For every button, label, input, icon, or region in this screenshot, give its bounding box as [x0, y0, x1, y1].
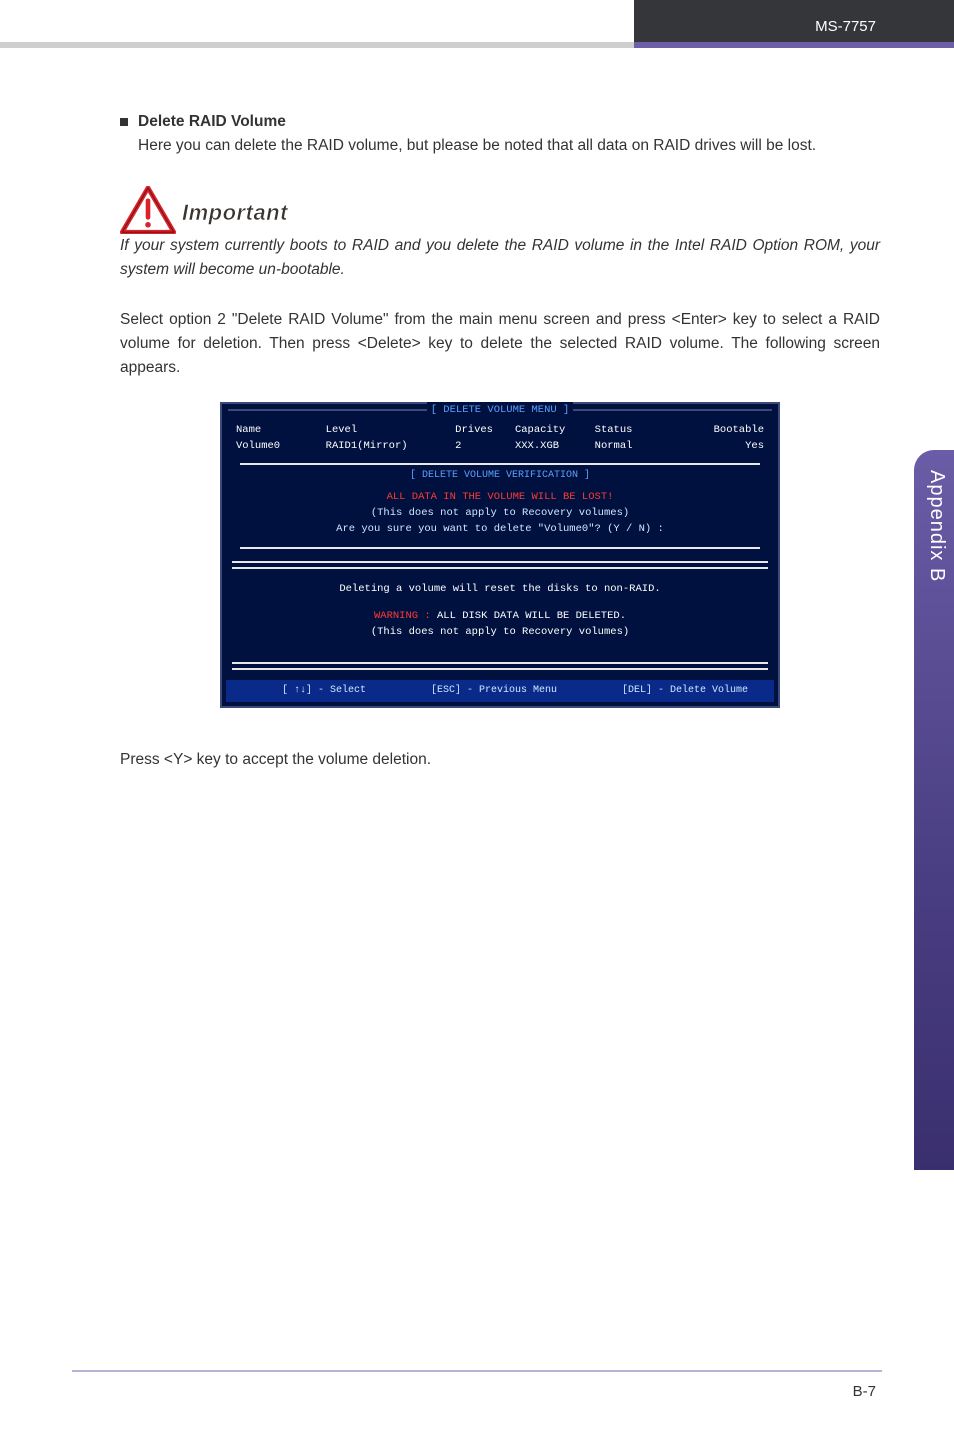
bios-verify-line3: Are you sure you want to delete "Volume0… [240, 521, 760, 537]
bios-col-value: Normal [595, 438, 695, 454]
page-footer-number: B-7 [853, 1383, 876, 1400]
bios-col-value: Volume0 [236, 438, 326, 454]
bios-footer-left: [ ↑↓] - Select [282, 683, 366, 699]
bios-col-value: RAID1(Mirror) [326, 438, 456, 454]
bios-verify-title: [ DELETE VOLUME VERIFICATION ] [406, 468, 594, 484]
important-text: If your system currently boots to RAID a… [120, 234, 880, 282]
warning-triangle-icon [120, 186, 176, 234]
bios-col-header: Name [236, 422, 326, 438]
bios-col-value: XXX.XGB [515, 438, 595, 454]
bios-table: Name Volume0 Level RAID1(Mirror) Drives … [222, 418, 778, 461]
section-title: Delete RAID Volume [138, 110, 816, 134]
bios-verify-red: ALL DATA IN THE VOLUME WILL BE LOST! [240, 489, 760, 505]
bios-footer-mid: [ESC] - Previous Menu [431, 683, 557, 699]
bios-menu-title: [ DELETE VOLUME MENU ] [427, 402, 574, 418]
header-dark-strip: MS-7757 [634, 0, 954, 48]
important-label: Important [182, 196, 288, 234]
bios-col-header: Status [595, 422, 695, 438]
bios-col-header: Drives [455, 422, 515, 438]
bios-mid-line: Deleting a volume will reset the disks t… [232, 581, 768, 597]
bios-footer-bar: [ ↑↓] - Select [ESC] - Previous Menu [DE… [226, 680, 774, 702]
bios-col-value: 2 [455, 438, 515, 454]
bios-col-value: Yes [694, 438, 764, 454]
section-intro: Here you can delete the RAID volume, but… [138, 134, 816, 158]
bios-col-header: Level [326, 422, 456, 438]
section-heading-row: Delete RAID Volume Here you can delete t… [120, 110, 880, 158]
bios-verify-line2: (This does not apply to Recovery volumes… [240, 505, 760, 521]
header-purple-line [634, 42, 954, 48]
bios-warning-line: WARNING : ALL DISK DATA WILL BE DELETED. [232, 608, 768, 624]
side-tab-label: Appendix B [925, 470, 948, 582]
important-block: Important If your system currently boots… [120, 186, 880, 282]
bios-col-header: Bootable [694, 422, 764, 438]
bios-screenshot: [ DELETE VOLUME MENU ] Name Volume0 Leve… [220, 402, 780, 708]
page-footer-line [72, 1370, 882, 1372]
bios-mid-block: Deleting a volume will reset the disks t… [232, 551, 768, 676]
bios-footer-right: [DEL] - Delete Volume [622, 683, 748, 699]
closing-text: Press <Y> key to accept the volume delet… [120, 748, 880, 772]
bios-warn-prefix: WARNING : [374, 610, 437, 622]
bios-verify-box: [ DELETE VOLUME VERIFICATION ] ALL DATA … [240, 463, 760, 550]
model-number: MS-7757 [815, 18, 876, 35]
bios-warn-sub: (This does not apply to Recovery volumes… [232, 624, 768, 640]
bios-col-header: Capacity [515, 422, 595, 438]
bios-warn-rest: ALL DISK DATA WILL BE DELETED. [437, 610, 626, 622]
header-bar [0, 42, 954, 48]
page-content: Delete RAID Volume Here you can delete t… [120, 110, 880, 772]
bullet-icon [120, 110, 138, 158]
instruction-text: Select option 2 "Delete RAID Volume" fro… [120, 308, 880, 380]
